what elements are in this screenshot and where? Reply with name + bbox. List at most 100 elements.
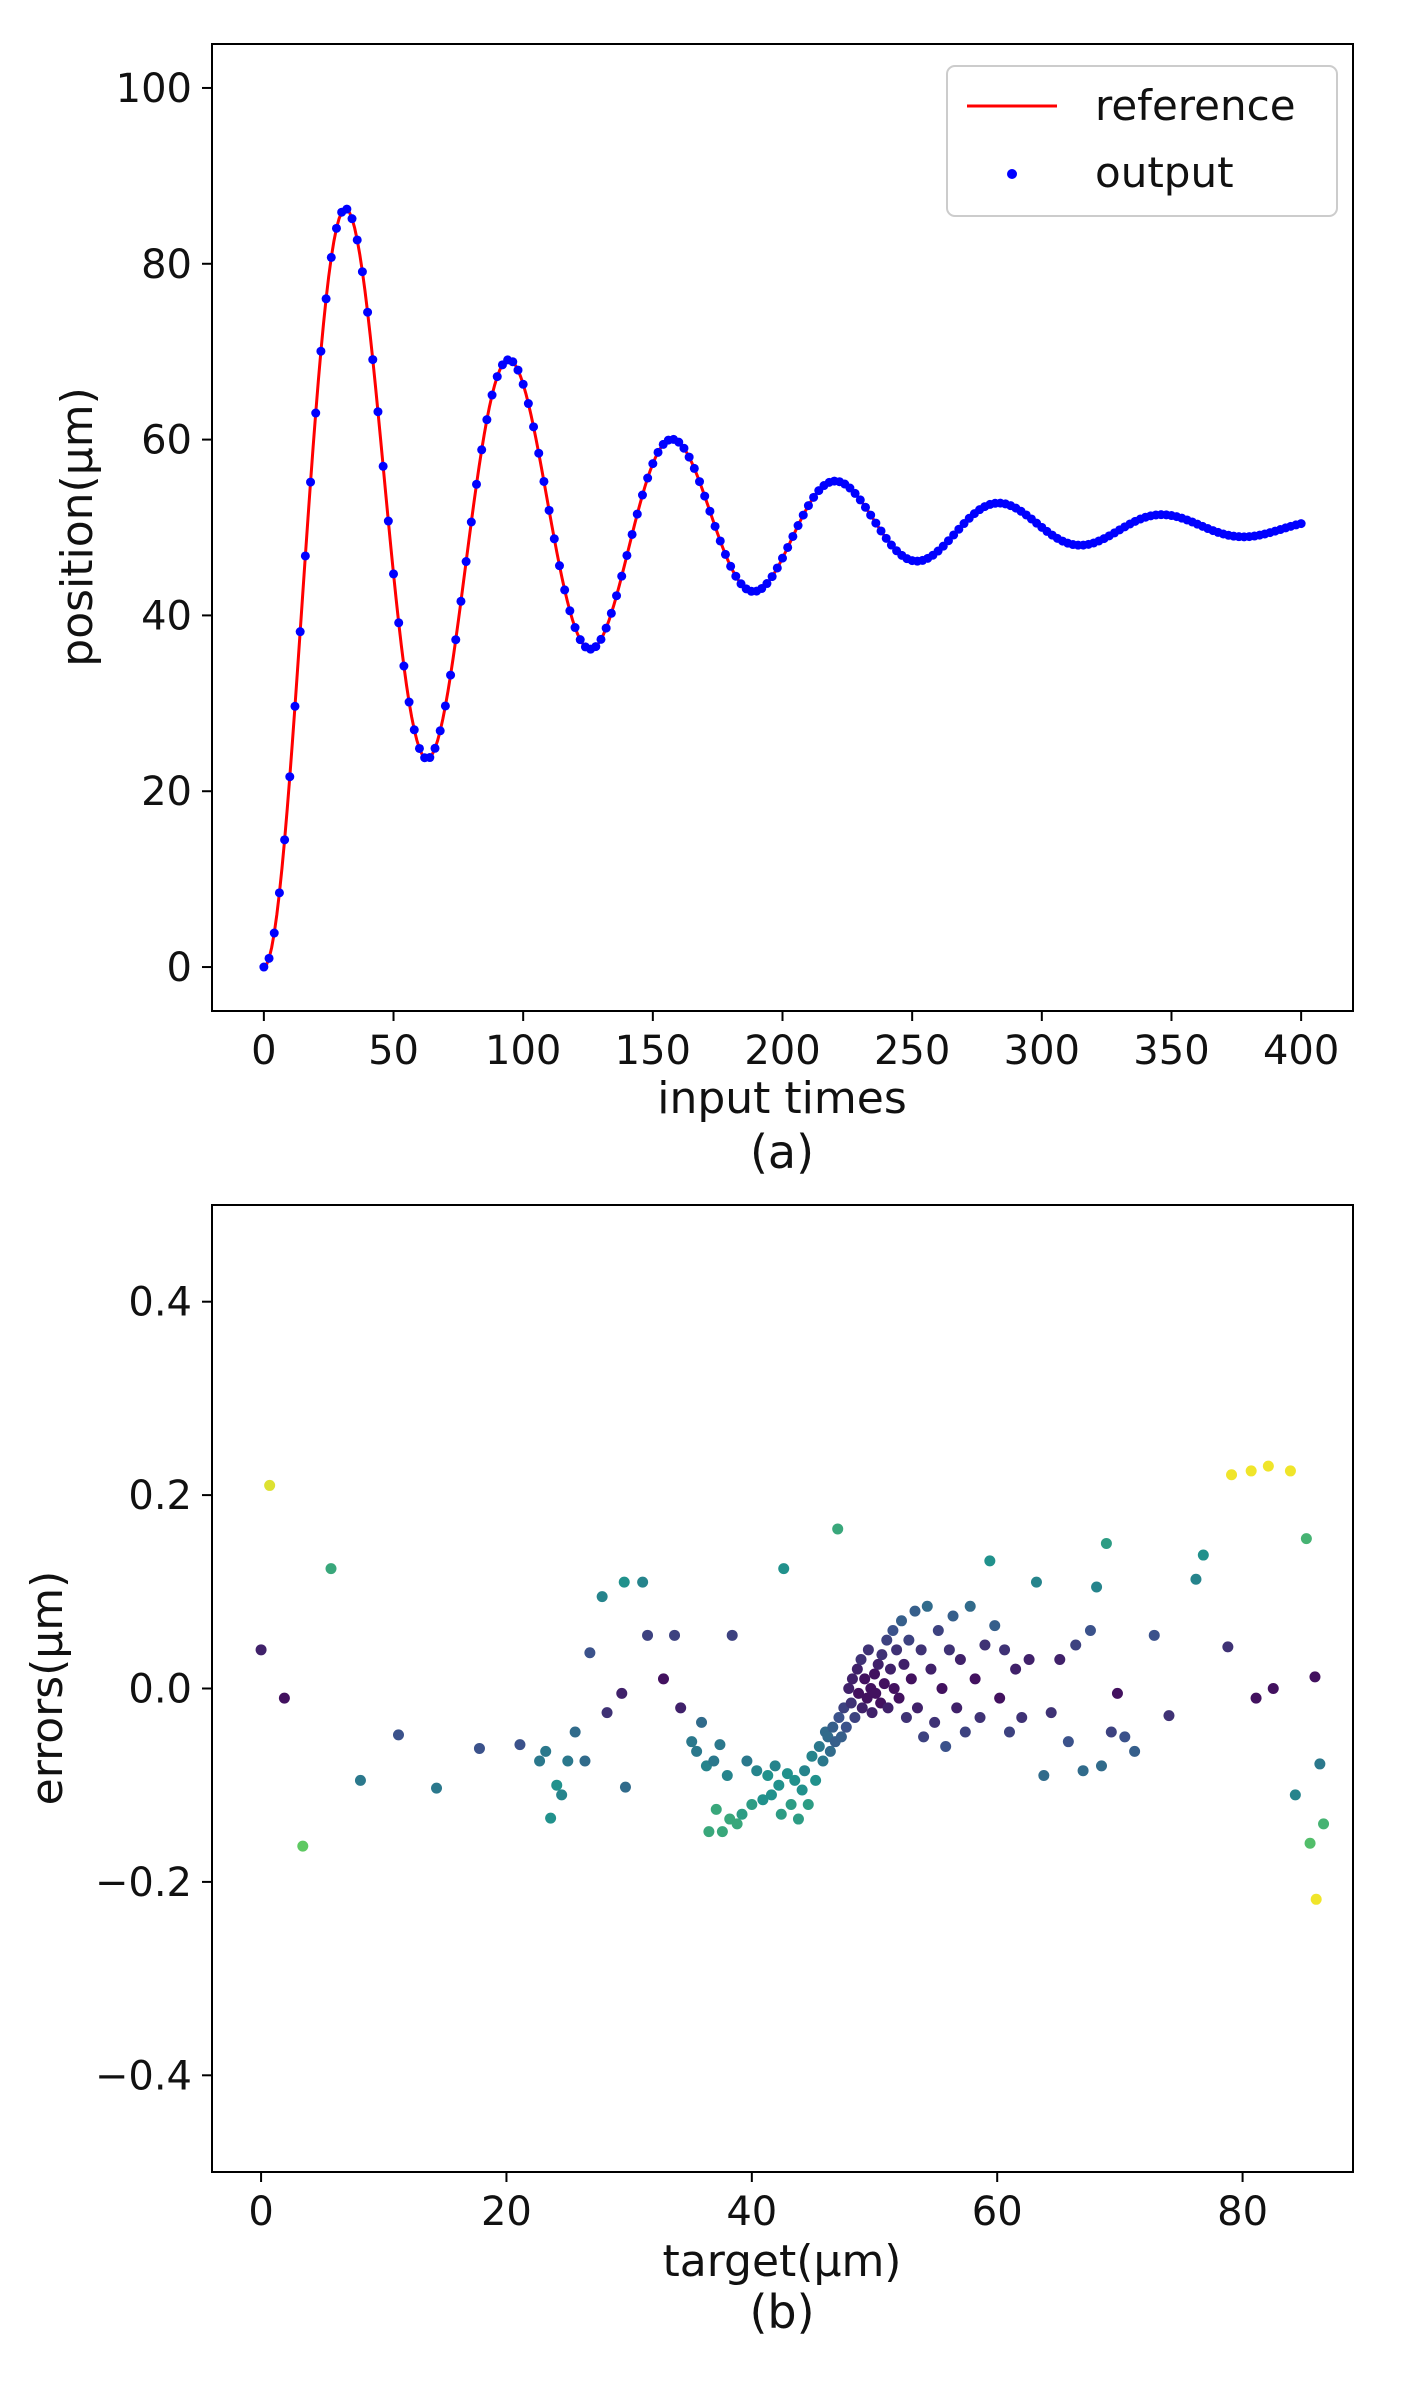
- output-point: [492, 372, 502, 382]
- panel-b-caption: (b): [749, 2285, 814, 2339]
- output-point: [876, 526, 886, 536]
- output-point: [389, 569, 399, 579]
- output-point: [311, 408, 321, 418]
- panel-b-xtick-label: 0: [248, 2189, 273, 2235]
- error-point: [1023, 1653, 1035, 1665]
- output-point: [342, 204, 352, 214]
- output-point: [565, 606, 575, 616]
- error-point: [859, 1673, 871, 1685]
- output-point: [871, 518, 881, 528]
- error-point: [789, 1774, 801, 1786]
- error-point: [1129, 1745, 1141, 1757]
- panel-a-ytick-label: 40: [141, 593, 192, 639]
- output-point: [352, 235, 362, 245]
- error-point: [840, 1721, 852, 1733]
- output-point: [409, 725, 419, 735]
- output-point: [518, 379, 528, 389]
- error-point: [762, 1770, 774, 1782]
- output-point: [456, 596, 466, 606]
- output-point: [435, 726, 445, 736]
- error-point: [1111, 1687, 1123, 1699]
- output-point: [347, 214, 357, 224]
- output-point: [720, 549, 730, 559]
- error-point: [696, 1716, 708, 1728]
- error-point: [918, 1731, 930, 1743]
- output-point: [767, 572, 777, 582]
- panel-b: 0 20 40 60 80 0.4 0.2 0.0 −0.2 −0.4 target(µm) (b…: [22, 1204, 1354, 2339]
- error-point: [954, 1653, 966, 1665]
- output-point: [482, 415, 492, 425]
- error-point: [642, 1629, 654, 1641]
- output-point: [373, 407, 383, 417]
- legend-reference-label: reference: [1095, 81, 1296, 130]
- error-point: [781, 1768, 793, 1780]
- output-point: [881, 533, 891, 543]
- output-point: [783, 542, 793, 552]
- error-point: [1084, 1624, 1096, 1636]
- error-point: [824, 1745, 836, 1757]
- output-point: [803, 501, 813, 511]
- error-point: [915, 1644, 927, 1656]
- output-point: [653, 447, 663, 457]
- output-point: [487, 390, 497, 400]
- error-point: [881, 1634, 893, 1646]
- error-point: [843, 1683, 855, 1694]
- panel-a-ytick-label: 20: [141, 769, 192, 815]
- error-point: [959, 1726, 971, 1738]
- error-point: [979, 1639, 991, 1651]
- output-point: [705, 506, 715, 516]
- output-point: [430, 743, 440, 753]
- error-point: [1003, 1726, 1015, 1738]
- error-point: [872, 1658, 884, 1670]
- output-point: [378, 461, 388, 471]
- error-point: [810, 1774, 822, 1786]
- panel-a-ylabel: position(µm): [52, 387, 103, 666]
- error-point: [903, 1634, 915, 1646]
- output-point: [570, 623, 580, 633]
- output-point: [316, 346, 326, 356]
- output-point: [368, 355, 378, 365]
- error-point: [853, 1687, 865, 1699]
- panel-a: 0 50 100 150 200 250 300 350 400 0 20 40 60 80 100 inp…: [52, 43, 1354, 1179]
- output-point: [575, 635, 585, 645]
- output-point: [679, 443, 689, 453]
- panel-b-xtick-label: 80: [1217, 2189, 1268, 2235]
- error-point: [1054, 1653, 1066, 1665]
- panel-b-frame: [211, 1204, 1354, 2173]
- output-point: [772, 563, 782, 573]
- error-point: [929, 1716, 941, 1728]
- output-point: [860, 502, 870, 512]
- output-point: [264, 953, 274, 963]
- error-point: [905, 1673, 917, 1685]
- error-point: [778, 1563, 790, 1575]
- panel-b-xtick-label: 20: [481, 2189, 532, 2235]
- output-point: [363, 307, 373, 317]
- output-point: [710, 521, 720, 531]
- legend-output-dot-swatch: [1007, 169, 1017, 179]
- error-point: [974, 1712, 986, 1724]
- error-point: [1091, 1581, 1103, 1593]
- error-point: [545, 1812, 557, 1824]
- panel-b-ytick-label: 0.4: [128, 1280, 192, 1326]
- legend-output-label: output: [1095, 148, 1234, 197]
- output-point: [591, 642, 601, 652]
- output-point: [855, 495, 865, 505]
- panel-b-xlabel: target(µm): [663, 2236, 902, 2287]
- error-point: [989, 1620, 1001, 1632]
- output-point: [280, 835, 290, 845]
- output-point: [643, 473, 653, 483]
- error-point: [1038, 1770, 1050, 1782]
- output-point: [943, 536, 953, 546]
- panel-b-ytick-label: −0.4: [95, 2053, 192, 2099]
- error-point: [431, 1782, 443, 1794]
- error-point: [888, 1683, 900, 1694]
- error-point: [392, 1729, 404, 1741]
- error-point: [849, 1712, 861, 1724]
- output-point: [472, 479, 481, 489]
- error-point: [862, 1644, 874, 1656]
- output-point: [534, 448, 544, 458]
- output-point: [451, 635, 461, 645]
- output-point: [269, 928, 279, 938]
- error-point: [964, 1600, 976, 1612]
- output-point: [886, 540, 896, 550]
